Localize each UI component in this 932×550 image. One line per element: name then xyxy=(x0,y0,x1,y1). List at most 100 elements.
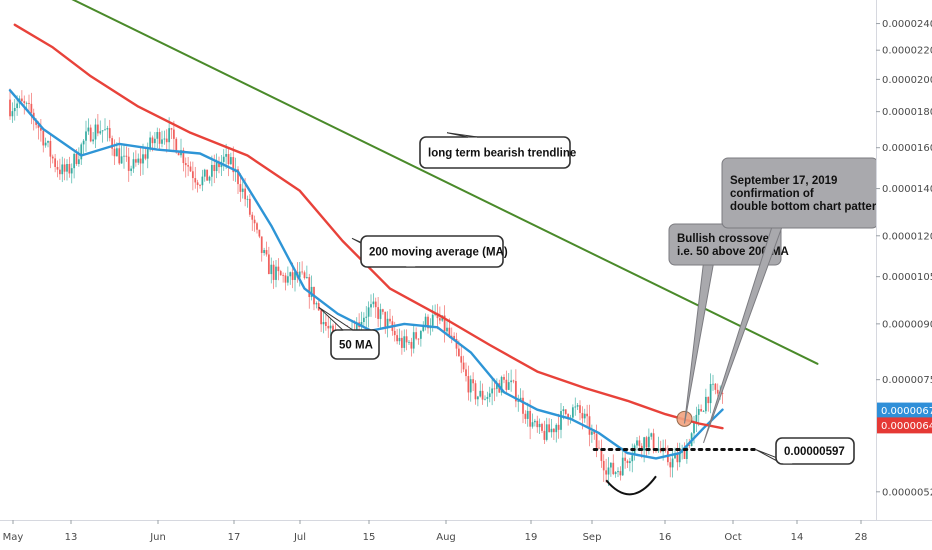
candle-body xyxy=(574,406,577,408)
price-tag-label: 0.00000678 xyxy=(881,406,932,417)
candle-body xyxy=(256,223,258,230)
candle-body xyxy=(721,393,724,394)
candle-body xyxy=(170,128,173,130)
x-tick-label: 28 xyxy=(855,532,868,543)
candle-body xyxy=(248,198,251,215)
candle-body xyxy=(538,423,541,428)
candle-body xyxy=(560,411,562,430)
candle-body xyxy=(545,424,548,440)
y-tick-label: 0.00001200 xyxy=(882,231,932,242)
candle-body xyxy=(467,376,470,393)
candle-body xyxy=(500,376,503,393)
candle-body xyxy=(213,164,216,172)
candle-body xyxy=(389,318,391,322)
candle-body xyxy=(80,144,83,160)
callout-box xyxy=(419,136,571,169)
candle-body xyxy=(63,164,66,172)
candle-body xyxy=(712,383,714,385)
candle-body xyxy=(453,335,456,339)
price-tag xyxy=(877,417,932,434)
y-tick-label: 0.00001600 xyxy=(882,143,932,154)
candle-body xyxy=(108,128,111,139)
candle-body xyxy=(669,462,672,468)
candle-body xyxy=(163,138,166,140)
candle-body xyxy=(153,138,156,144)
candle-body xyxy=(624,457,627,461)
x-tick-label: Sep xyxy=(583,532,602,543)
candle-body xyxy=(488,393,491,397)
candle-body xyxy=(142,154,144,164)
candle-body xyxy=(410,341,413,349)
candle-body xyxy=(550,428,553,433)
candle-body xyxy=(134,159,137,163)
candle-body xyxy=(286,276,289,283)
candle-body xyxy=(201,176,204,186)
candle-body xyxy=(51,156,54,159)
candle-body xyxy=(443,315,446,332)
candle-body xyxy=(73,153,76,169)
bearish-trendline xyxy=(71,0,819,365)
candle-body xyxy=(149,137,152,150)
candle-body xyxy=(99,131,102,134)
candle-body xyxy=(85,131,87,141)
y-tick-label: 0.00000520 xyxy=(882,487,932,498)
candle-body xyxy=(210,164,213,177)
candle-body xyxy=(652,433,655,450)
candle-body xyxy=(77,159,80,165)
candle-body xyxy=(419,330,422,339)
candle-body xyxy=(146,149,149,159)
candle-body xyxy=(75,153,78,165)
candle-body xyxy=(474,383,477,400)
candle-body xyxy=(58,169,61,175)
time-axis[interactable]: May 13 Jun 17 Jul 15 Aug 19 Sep 16 Oct 14 28 xyxy=(0,520,932,550)
candle-body xyxy=(298,271,301,278)
candle-body xyxy=(156,132,159,139)
y-tick-label: 0.00002200 xyxy=(882,46,932,57)
candle-body xyxy=(607,467,610,475)
candle-body xyxy=(562,409,565,412)
candle-body xyxy=(522,397,524,414)
callout: 200 moving average (MA) xyxy=(351,235,508,268)
candle-body xyxy=(20,98,23,102)
candle-body xyxy=(674,454,676,459)
candle-body xyxy=(151,137,154,144)
callout-text: i.e. 50 above 200 MA xyxy=(677,246,789,258)
candle-body xyxy=(308,277,311,297)
candle-body xyxy=(507,382,510,390)
callout-box xyxy=(330,329,380,360)
candle-body xyxy=(244,188,247,200)
candle-body xyxy=(693,422,695,434)
candle-body xyxy=(393,330,396,336)
callout-text: long term bearish trendline xyxy=(428,148,576,160)
candle-body xyxy=(678,452,681,463)
candle-body xyxy=(123,155,125,157)
candle-body xyxy=(42,130,45,146)
candle-body xyxy=(165,138,168,143)
candle-body xyxy=(379,309,382,319)
candle-body xyxy=(44,142,47,146)
callout-join xyxy=(703,262,713,265)
candle-body xyxy=(381,309,384,312)
candle-body xyxy=(638,440,641,446)
candle-body xyxy=(284,275,287,283)
candle-body xyxy=(460,356,463,363)
candle-body xyxy=(239,184,242,192)
candle-body xyxy=(517,401,520,402)
time-axis-bg xyxy=(0,520,932,550)
candle-body xyxy=(581,412,584,419)
candle-body xyxy=(11,111,14,117)
candle-body xyxy=(412,332,415,349)
candle-body xyxy=(650,433,653,437)
callout-box xyxy=(360,235,504,268)
price-axis[interactable]: 0.00002400 0.00002200 0.00002000 0.00001800… xyxy=(876,0,932,550)
candle-body xyxy=(595,433,598,448)
candle-body xyxy=(685,444,688,460)
candle-body xyxy=(405,336,408,343)
candle-body xyxy=(370,304,372,308)
candle-body xyxy=(495,383,498,389)
candle-body xyxy=(161,139,163,144)
x-tick-label: 15 xyxy=(363,532,376,543)
candle-body xyxy=(716,389,719,394)
